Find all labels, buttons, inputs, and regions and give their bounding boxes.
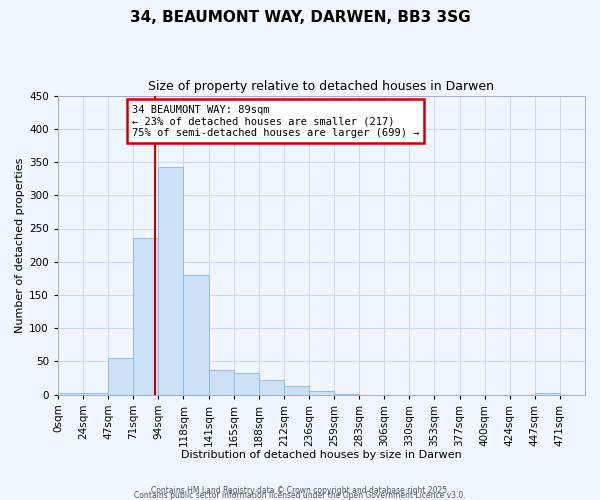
Text: 34, BEAUMONT WAY, DARWEN, BB3 3SG: 34, BEAUMONT WAY, DARWEN, BB3 3SG [130, 10, 470, 25]
X-axis label: Distribution of detached houses by size in Darwen: Distribution of detached houses by size … [181, 450, 462, 460]
Bar [309, 392, 334, 394]
Bar [158, 166, 184, 394]
Y-axis label: Number of detached properties: Number of detached properties [15, 158, 25, 333]
Bar [133, 238, 158, 394]
Bar [209, 370, 233, 394]
Text: Contains HM Land Registry data © Crown copyright and database right 2025.: Contains HM Land Registry data © Crown c… [151, 486, 449, 495]
Bar [184, 275, 209, 394]
Text: 34 BEAUMONT WAY: 89sqm
← 23% of detached houses are smaller (217)
75% of semi-de: 34 BEAUMONT WAY: 89sqm ← 23% of detached… [132, 104, 419, 138]
Title: Size of property relative to detached houses in Darwen: Size of property relative to detached ho… [148, 80, 494, 93]
Bar [284, 386, 309, 394]
Bar [233, 372, 259, 394]
Bar [259, 380, 284, 394]
Bar [108, 358, 133, 395]
Text: Contains public sector information licensed under the Open Government Licence v3: Contains public sector information licen… [134, 490, 466, 500]
